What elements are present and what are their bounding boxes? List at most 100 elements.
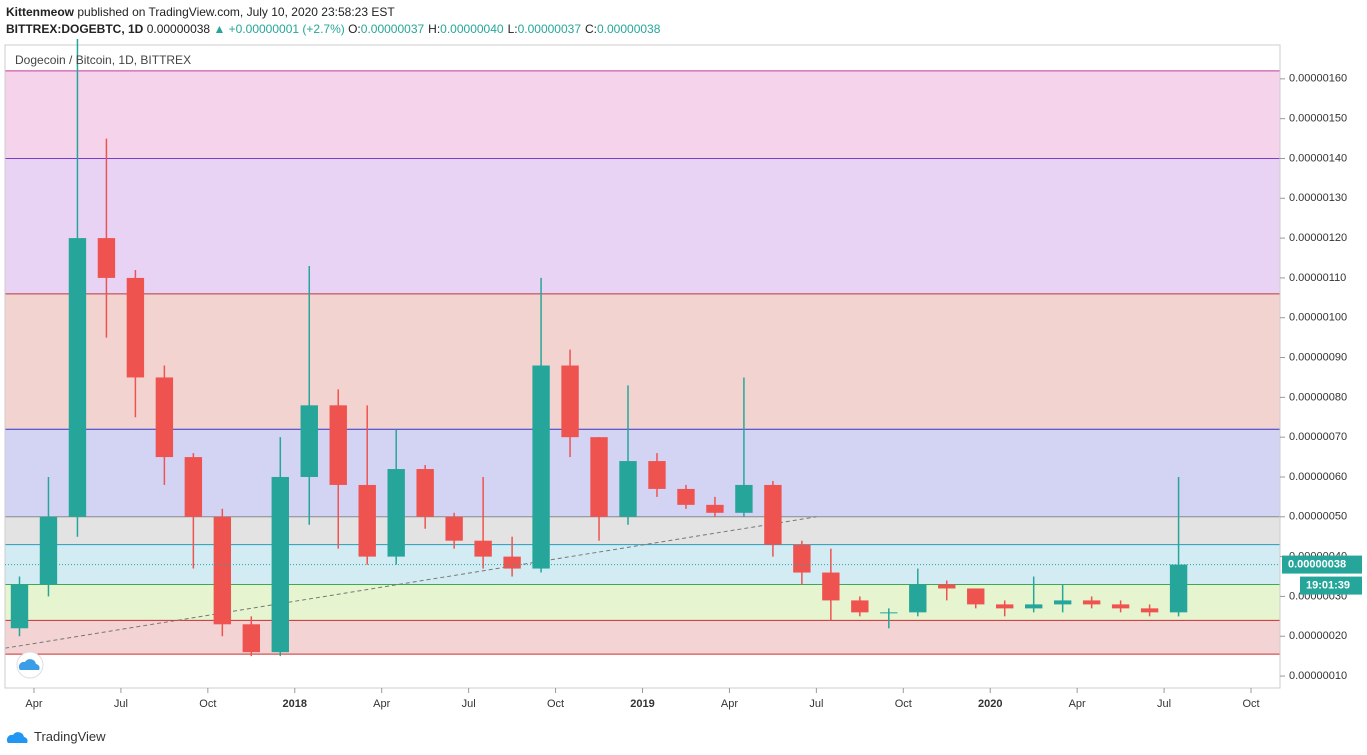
candle-body bbox=[532, 365, 550, 569]
candle-body bbox=[909, 584, 927, 613]
footer-logo bbox=[6, 732, 28, 743]
y-tick-label: 0.00000140 bbox=[1289, 152, 1347, 164]
x-tick-label: Apr bbox=[373, 698, 390, 710]
y-tick-label: 0.00000050 bbox=[1289, 511, 1347, 523]
y-tick-label: 0.00000070 bbox=[1289, 431, 1347, 443]
price: 0.00000038 bbox=[146, 22, 211, 36]
level-band bbox=[5, 293, 1280, 430]
y-tick-label: 0.00000130 bbox=[1289, 192, 1347, 204]
candle-body bbox=[39, 516, 58, 585]
candle-body bbox=[880, 612, 898, 614]
last-price-label: 0.00000038 bbox=[1288, 558, 1346, 570]
candle-body bbox=[735, 484, 753, 513]
candle-body bbox=[126, 277, 145, 378]
published: published on TradingView.com, July 10, 2… bbox=[77, 5, 395, 19]
candle-body bbox=[300, 405, 318, 477]
x-tick-label: 2019 bbox=[630, 698, 654, 710]
y-tick-label: 0.00000020 bbox=[1289, 630, 1347, 642]
candle-body bbox=[329, 405, 347, 485]
candle-body bbox=[677, 488, 695, 505]
x-tick-label: Jul bbox=[462, 698, 476, 710]
candle-body bbox=[996, 604, 1014, 609]
x-tick-label: 2018 bbox=[283, 698, 307, 710]
candle-body bbox=[387, 469, 405, 557]
x-tick-label: Oct bbox=[199, 698, 216, 710]
ohlc-value: 0.00000040 bbox=[440, 22, 504, 36]
x-tick-label: Jul bbox=[114, 698, 128, 710]
candle-body bbox=[851, 600, 869, 613]
candle-body bbox=[648, 461, 666, 489]
candle-body bbox=[561, 365, 579, 438]
candle-body bbox=[1140, 608, 1159, 613]
candle-body bbox=[938, 584, 956, 589]
candle-body bbox=[503, 556, 521, 569]
ohlc-value: 0.00000037 bbox=[360, 22, 425, 36]
candle-body bbox=[184, 457, 203, 517]
x-tick-label: Jul bbox=[1157, 698, 1171, 710]
publisher: Kittenmeow bbox=[6, 5, 75, 19]
candle-body bbox=[590, 437, 608, 517]
x-tick-label: Apr bbox=[721, 698, 738, 710]
candle-body bbox=[155, 377, 174, 458]
candle-body bbox=[1082, 600, 1101, 605]
ohlc-value: 0.00000037 bbox=[517, 22, 581, 36]
candle-body bbox=[213, 516, 232, 625]
ohlc-label: H: bbox=[428, 22, 441, 36]
countdown: 19:01:39 bbox=[1306, 579, 1350, 591]
y-tick-label: 0.00000100 bbox=[1289, 312, 1347, 324]
symbol-line: BITTREX:DOGEBTC, 1D 0.00000038 ▲ +0.0000… bbox=[6, 22, 664, 36]
candle-body bbox=[1169, 564, 1188, 613]
y-tick-label: 0.00000060 bbox=[1289, 471, 1347, 483]
candle-body bbox=[764, 484, 782, 545]
candle-body bbox=[416, 469, 434, 517]
ohlc-value: 0.00000038 bbox=[597, 22, 661, 36]
last-price-box bbox=[1282, 555, 1362, 574]
candle-body bbox=[1053, 600, 1072, 605]
level-band bbox=[5, 429, 1280, 517]
y-tick-label: 0.00000160 bbox=[1289, 73, 1347, 85]
candle-body bbox=[10, 584, 29, 629]
watermark-cloud bbox=[18, 659, 40, 670]
x-tick-label: Apr bbox=[1069, 698, 1086, 710]
x-tick-label: Oct bbox=[547, 698, 564, 710]
candle-body bbox=[474, 540, 492, 557]
y-tick-label: 0.00000080 bbox=[1289, 391, 1347, 403]
y-tick-label: 0.00000110 bbox=[1289, 272, 1346, 284]
candle-body bbox=[967, 588, 985, 605]
brand: TradingView bbox=[34, 729, 106, 744]
candle-body bbox=[706, 504, 724, 513]
y-tick-label: 0.00000120 bbox=[1289, 232, 1347, 244]
y-tick-label: 0.00000090 bbox=[1289, 351, 1347, 363]
ohlc-label: L: bbox=[507, 22, 518, 36]
candle-body bbox=[1025, 604, 1043, 609]
candle-body bbox=[358, 484, 376, 557]
candle-body bbox=[1111, 604, 1130, 609]
y-tick-label: 0.00000010 bbox=[1289, 670, 1347, 682]
y-tick-label: 0.00000150 bbox=[1289, 113, 1347, 125]
legend: Dogecoin / Bitcoin, 1D, BITTREX bbox=[15, 53, 191, 67]
trendline bbox=[4, 516, 817, 649]
ohlc-label: O: bbox=[348, 22, 361, 36]
candle-body bbox=[793, 544, 811, 573]
candle-body bbox=[445, 516, 463, 541]
symbol: BITTREX:DOGEBTC, 1D bbox=[6, 22, 144, 36]
level-band bbox=[5, 516, 1280, 545]
x-tick-label: 2020 bbox=[978, 698, 1002, 710]
x-tick-label: Jul bbox=[809, 698, 823, 710]
level-band bbox=[5, 70, 1280, 159]
candle-body bbox=[271, 476, 289, 653]
change: ▲ +0.00000001 (+2.7%) bbox=[213, 22, 345, 36]
candle-body bbox=[619, 461, 637, 517]
ohlc-label: C: bbox=[585, 22, 597, 36]
level-band bbox=[5, 620, 1280, 655]
candle-body bbox=[97, 238, 116, 278]
publish-line: Kittenmeow published on TradingView.com,… bbox=[6, 5, 395, 19]
x-tick-label: Oct bbox=[1242, 698, 1259, 710]
ohlc: O:0.00000037 H:0.00000040 L:0.00000037 C:0.… bbox=[348, 22, 664, 36]
candle-body bbox=[822, 572, 840, 601]
x-tick-label: Oct bbox=[895, 698, 912, 710]
candle-body bbox=[68, 238, 87, 517]
countdown-box bbox=[1300, 576, 1362, 595]
